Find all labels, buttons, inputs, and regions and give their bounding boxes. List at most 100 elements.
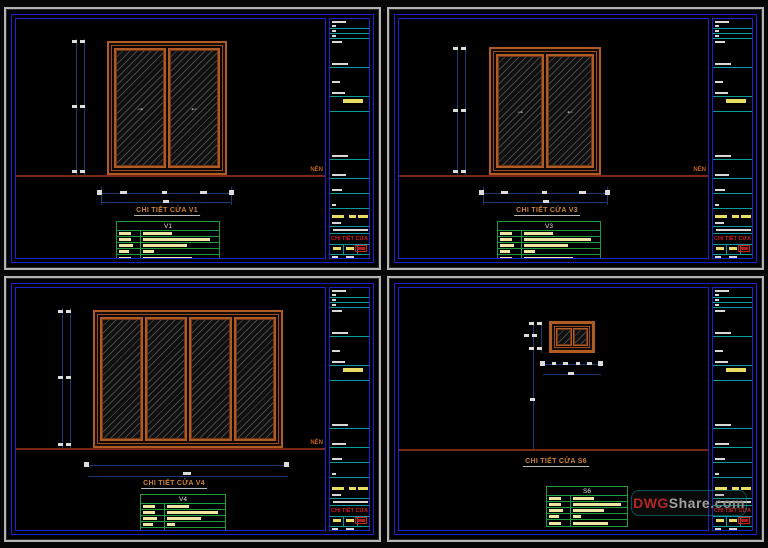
title-block-text-bar [332, 294, 336, 296]
title-block-text-bar [715, 528, 721, 530]
dim-tick [461, 109, 466, 112]
spec-text-bar [524, 250, 535, 253]
title-block-divider [330, 28, 369, 29]
title-block-yellow-entry [346, 519, 354, 522]
spec-text-bar [143, 517, 157, 520]
title-block-text-bar [332, 204, 336, 206]
drawing-area: CHI TIẾT CỬA S6 S6 [398, 287, 709, 531]
title-block-divider [330, 208, 369, 209]
spec-text-bar [573, 497, 594, 500]
title-block-divider [713, 477, 752, 478]
title-block-text-bar [729, 256, 737, 258]
title-block-text-bar [332, 424, 348, 426]
spec-text-bar [549, 521, 561, 525]
title-block-text-bar [332, 81, 340, 83]
title-block-divider [713, 380, 752, 381]
title-block-divider [713, 67, 752, 68]
title-block-divider [330, 307, 369, 308]
dim-tick [229, 190, 234, 195]
dim-tick [84, 462, 89, 467]
title-block-text-bar [715, 350, 723, 352]
title-block-divider [330, 67, 369, 68]
spec-table-row [498, 237, 600, 243]
sheet-panel-v1: → ← NỀN CHI TIẾT CỬA V1 [4, 7, 381, 270]
dim-tick [605, 190, 610, 195]
spec-text-bar [143, 529, 155, 530]
window-sash: ← [546, 54, 594, 168]
window-sash: ← [168, 48, 220, 168]
title-block-divider [713, 208, 752, 209]
dim-tick [97, 190, 102, 195]
dim-tick [453, 109, 458, 112]
spec-table-row [117, 231, 219, 237]
title-block-divider [330, 38, 369, 39]
spec-text-bar [500, 250, 510, 253]
dimension-line [76, 39, 77, 177]
window-elevation-v4 [93, 310, 283, 448]
title-block-red-title: CHI TIẾT CỬA [331, 508, 368, 514]
sheet-panel-s6: CHI TIẾT CỬA S6 S6 CHI TIẾT C [387, 276, 764, 542]
title-block-divider [713, 226, 752, 227]
ground-line [399, 449, 708, 451]
scale-box [738, 245, 750, 252]
title-block-text-bar [715, 361, 728, 363]
dim-value-bar [568, 372, 574, 375]
dim-tick [537, 347, 542, 350]
dim-tick [66, 310, 71, 313]
title-block-divider [713, 365, 752, 366]
title-block-yellow-entry [715, 215, 727, 218]
title-block-divider [726, 245, 727, 254]
window-elevation-s6 [549, 321, 595, 353]
title-block-text-bar [715, 30, 719, 32]
title-block-yellow-entry [732, 215, 739, 218]
dim-value-bar [120, 191, 127, 194]
window-sash [233, 317, 276, 441]
spec-text-bar [549, 509, 563, 512]
title-block-divider [330, 336, 369, 337]
spec-table-title: V3 [498, 222, 600, 231]
spec-table-row [547, 508, 627, 514]
dim-tick [453, 170, 458, 173]
title-block-divider [343, 245, 344, 254]
spec-text-bar [119, 250, 129, 253]
title-block-text-bar [715, 155, 731, 157]
watermark-text: Share [668, 495, 711, 511]
dim-tick [66, 443, 71, 446]
title-block-divider [713, 428, 752, 429]
spec-table-title: S6 [547, 487, 627, 496]
spec-text-bar [143, 505, 155, 508]
spec-table-row [498, 243, 600, 249]
spec-text-bar [500, 256, 512, 258]
spec-table: V4 [140, 494, 226, 530]
dim-tick [58, 376, 63, 379]
spec-table-row [141, 510, 225, 516]
dim-value-bar [542, 191, 547, 194]
window-elevation-v3: → ← [489, 47, 601, 175]
title-block-text-bar [715, 174, 729, 176]
title-block-divider [330, 297, 369, 298]
spec-text-bar [549, 503, 561, 506]
dim-tick [529, 322, 534, 325]
title-block-text-bar [332, 290, 346, 292]
spec-text-bar [573, 509, 605, 512]
title-block-text-bar [332, 299, 336, 301]
spec-table-row [117, 243, 219, 249]
title-block-text-bar [715, 35, 719, 37]
title-block-divider [330, 505, 369, 506]
title-block-text-bar [715, 290, 729, 292]
window-sash [189, 317, 232, 441]
spec-text-bar [167, 523, 176, 526]
title-block-text-bar [715, 25, 719, 27]
title-block-divider [330, 498, 369, 499]
title-block-text-bar [332, 256, 338, 258]
title-block-divider [330, 477, 369, 478]
dim-value-bar [543, 200, 549, 203]
sheet-border: → ← NỀN CHI TIẾT CỬA V1 [11, 14, 374, 263]
title-block-text-bar [332, 35, 336, 37]
spec-text-bar [119, 238, 131, 241]
spec-table: V1 [116, 221, 220, 258]
drawing-title: CHI TIẾT CỬA V1 [134, 207, 200, 216]
dim-tick [461, 170, 466, 173]
spec-table-row [141, 516, 225, 522]
title-block-text-bar [715, 63, 731, 65]
